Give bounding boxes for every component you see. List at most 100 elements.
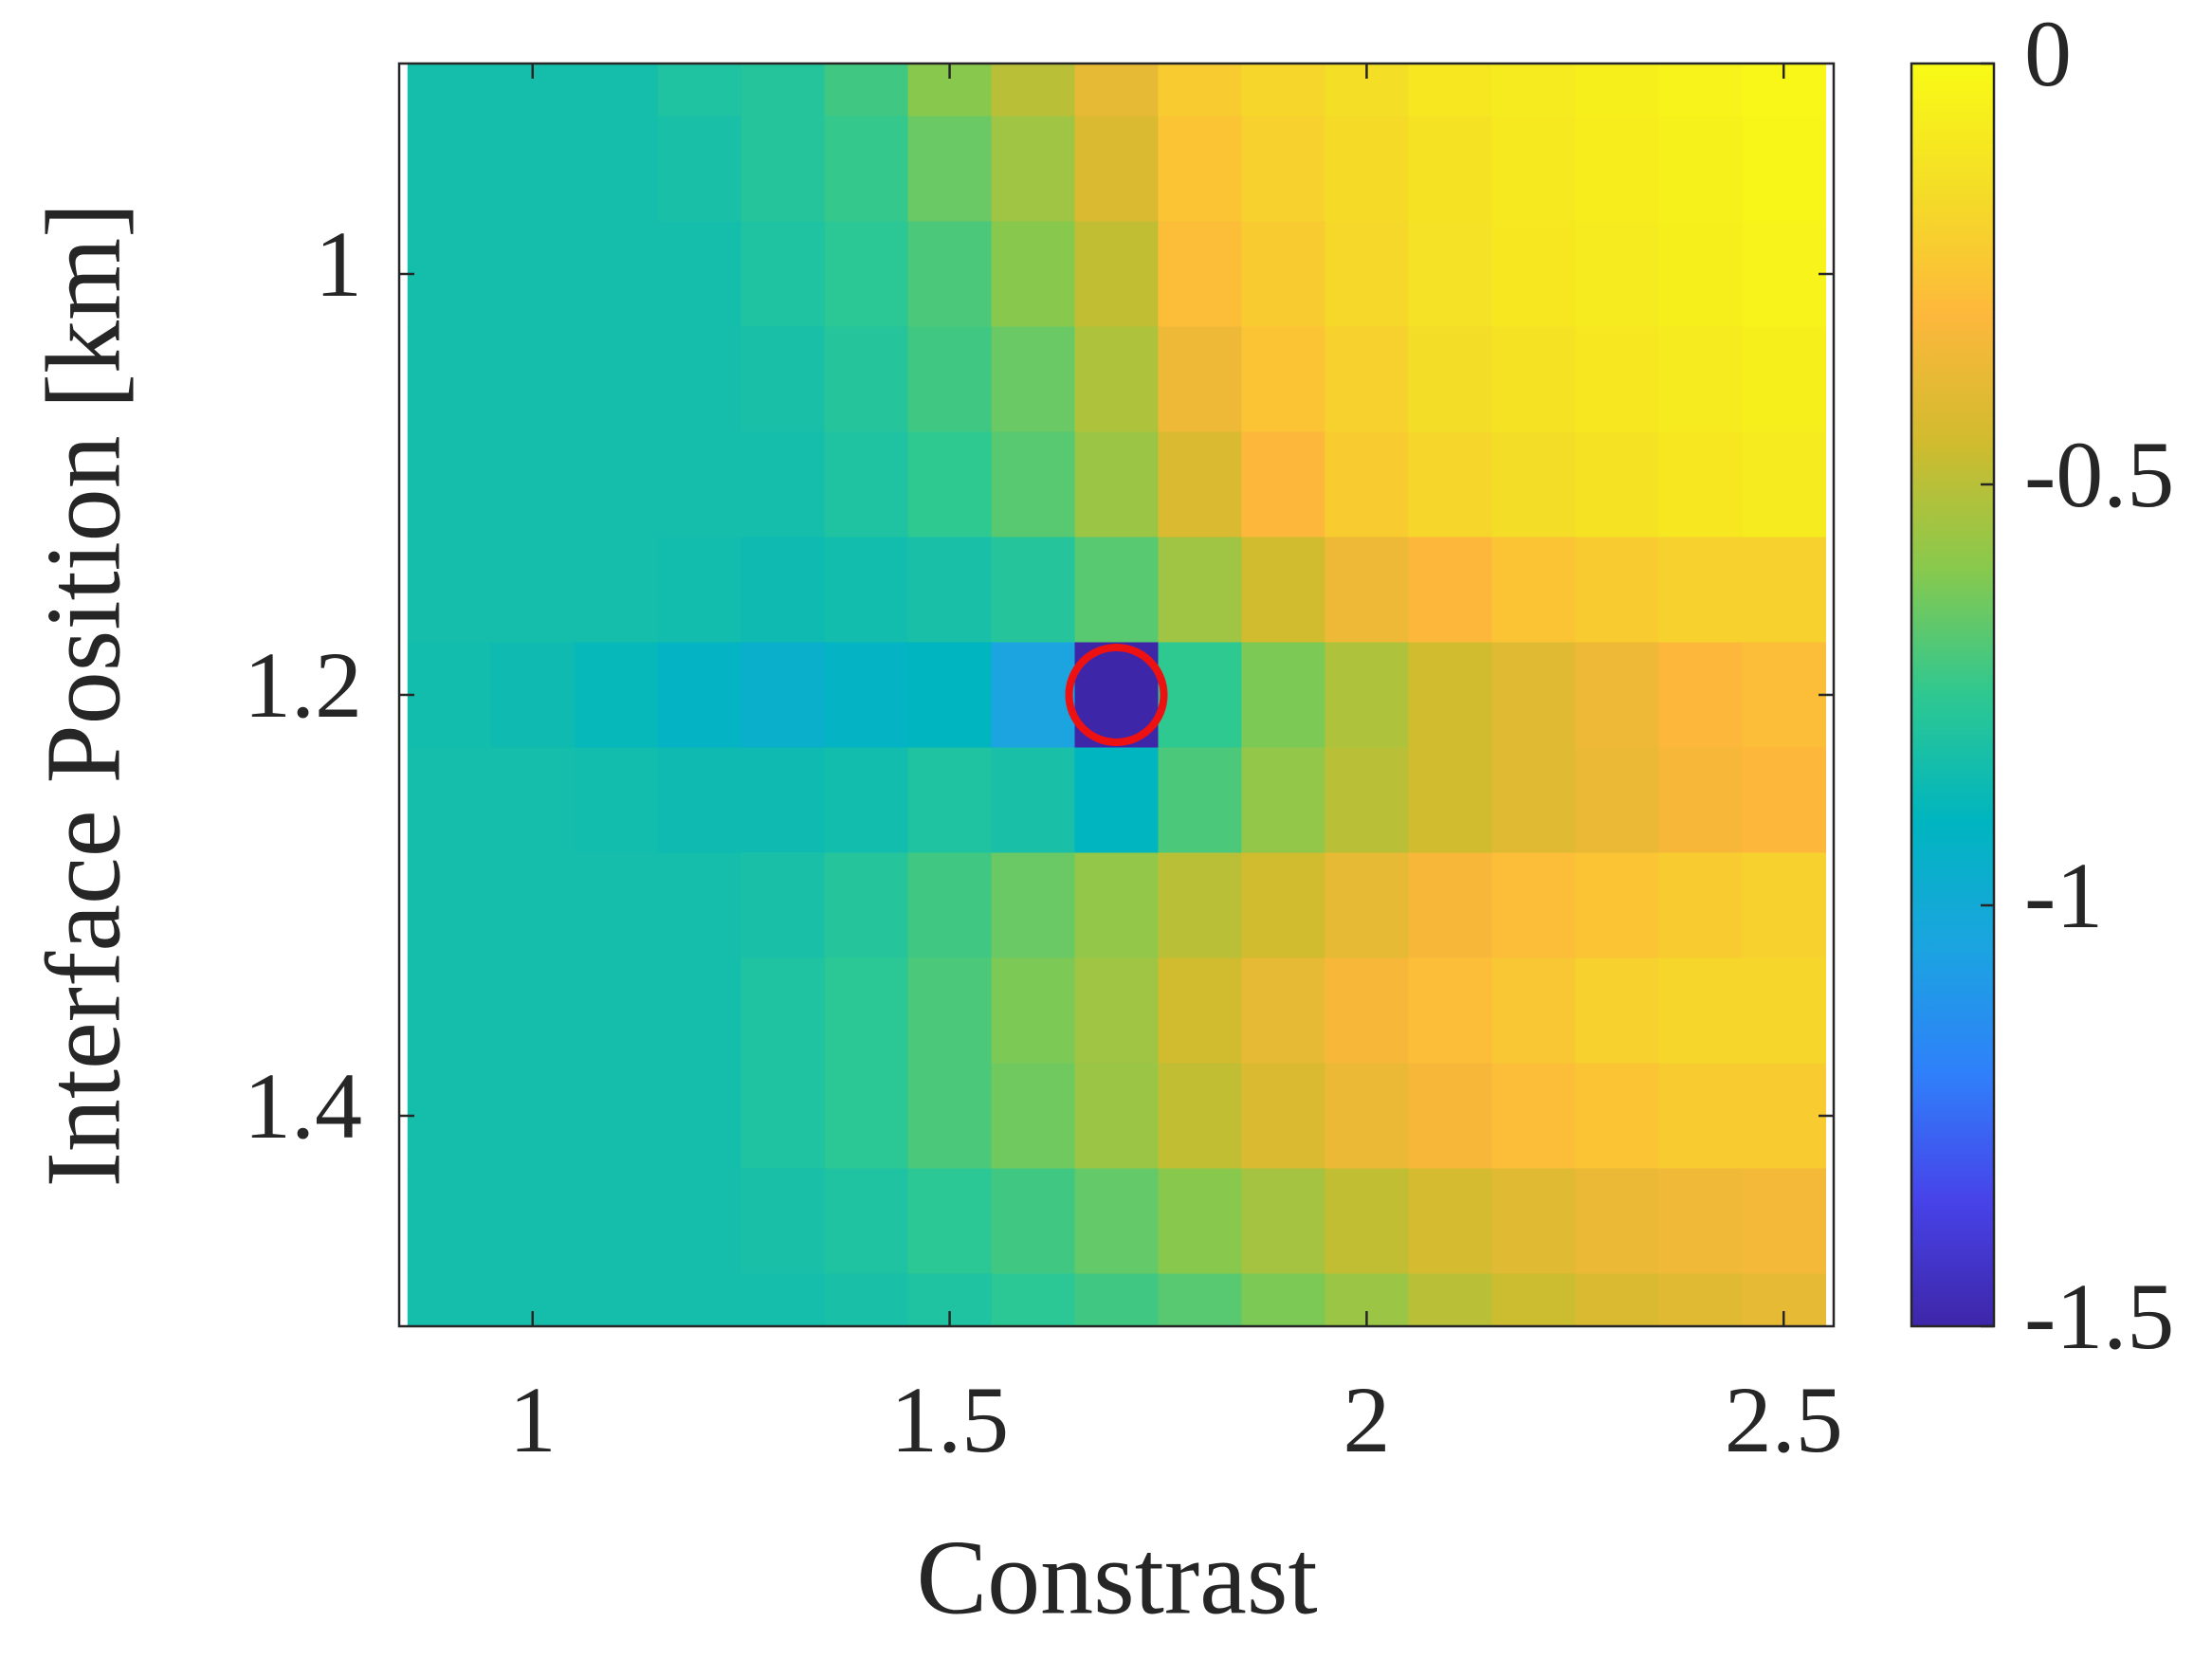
heatmap-cell	[1575, 747, 1660, 854]
heatmap-cell	[1491, 1168, 1577, 1275]
heatmap-cell	[1158, 326, 1243, 433]
heatmap-cell	[1491, 642, 1577, 749]
heatmap-cell	[1325, 326, 1410, 433]
heatmap-cell	[1241, 537, 1326, 644]
heatmap-cell	[1742, 221, 1827, 328]
heatmap-cell	[407, 221, 492, 328]
heatmap-cell	[490, 221, 576, 328]
heatmap-cell	[407, 1168, 492, 1275]
heatmap-cell	[740, 1168, 826, 1275]
heatmap-cell	[1658, 957, 1744, 1065]
heatmap-cell	[1325, 537, 1410, 644]
heatmap-cell	[1074, 221, 1160, 328]
heatmap-cell	[1325, 221, 1410, 328]
heatmap-cell	[1491, 747, 1577, 854]
heatmap-cell	[1408, 1273, 1493, 1326]
heatmap-cell	[1742, 537, 1827, 644]
heatmap-cell	[991, 431, 1076, 538]
heatmap-cell	[1241, 326, 1326, 433]
heatmap-cell	[1491, 957, 1577, 1065]
heatmap-cell	[1158, 1063, 1243, 1170]
heatmap-cell	[991, 957, 1076, 1065]
heatmap-cell	[824, 431, 909, 538]
heatmap-cell	[657, 957, 742, 1065]
heatmap-cell	[1325, 1168, 1410, 1275]
heatmap-cell	[991, 116, 1076, 223]
heatmap-cell	[490, 431, 576, 538]
heatmap-cell	[1325, 116, 1410, 223]
colorbar	[1910, 62, 1996, 1328]
heatmap-cell	[1325, 642, 1410, 749]
heatmap-cell	[1742, 116, 1827, 223]
heatmap-cell	[1241, 957, 1326, 1065]
heatmap-cell	[907, 852, 993, 959]
heatmap-cell	[740, 116, 826, 223]
heatmap-cell	[1491, 64, 1577, 118]
heatmap-cell	[657, 537, 742, 644]
heatmap-cell	[490, 537, 576, 644]
heatmap-cell	[490, 642, 576, 749]
heatmap-cell	[407, 116, 492, 223]
heatmap-cell	[991, 537, 1076, 644]
heatmap-cell	[907, 326, 993, 433]
heatmap-cell	[824, 537, 909, 644]
heatmap-cell	[1158, 957, 1243, 1065]
heatmap-cell	[574, 1063, 659, 1170]
heatmap-cell	[1491, 326, 1577, 433]
heatmap-cell	[1658, 1168, 1744, 1275]
heatmap-cell	[740, 537, 826, 644]
heatmap-cell	[657, 326, 742, 433]
heatmap-cell	[991, 326, 1076, 433]
heatmap-cell	[490, 1063, 576, 1170]
heatmap-cell	[1158, 537, 1243, 644]
heatmap-cell	[1575, 1168, 1660, 1275]
x-tick-label: 2.5	[1725, 1367, 1843, 1472]
heatmap-cell	[907, 116, 993, 223]
colorbar-tick-label: 0	[2024, 1, 2072, 106]
heatmap-cell	[1575, 1063, 1660, 1170]
heatmap-cell	[407, 64, 492, 118]
heatmap-cell	[490, 852, 576, 959]
heatmap-cell	[574, 1168, 659, 1275]
heatmap-cell	[1742, 326, 1827, 433]
heatmap-cell	[1658, 326, 1744, 433]
heatmap-cell	[991, 64, 1076, 118]
y-axis-label: Interface Position [km]	[26, 203, 143, 1188]
heatmap-cell	[1241, 747, 1326, 854]
heatmap-cell	[1074, 747, 1160, 854]
heatmap-cell	[1074, 1063, 1160, 1170]
heatmap-cell	[824, 1063, 909, 1170]
heatmap-cell	[1158, 431, 1243, 538]
heatmap-cell	[657, 747, 742, 854]
heatmap-cell	[407, 431, 492, 538]
heatmap-cell	[657, 1273, 742, 1326]
x-tick-label: 2	[1343, 1367, 1390, 1472]
heatmap-cell	[1658, 116, 1744, 223]
heatmap-cell	[1158, 116, 1243, 223]
heatmap-cell	[1658, 64, 1744, 118]
heatmap-cell	[1658, 642, 1744, 749]
heatmap-cell	[657, 116, 742, 223]
heatmap-cell	[824, 852, 909, 959]
heatmap-cell	[991, 221, 1076, 328]
heatmap-cell	[740, 221, 826, 328]
heatmap-cell	[907, 1168, 993, 1275]
heatmap-cell	[657, 1168, 742, 1275]
heatmap-cell	[1575, 221, 1660, 328]
heatmap-cell	[657, 221, 742, 328]
heatmap-cell	[1074, 537, 1160, 644]
heatmap-cell	[490, 957, 576, 1065]
marker	[1065, 644, 1168, 746]
colorbar-tick-label: -0.5	[2024, 422, 2174, 527]
heatmap-cell	[1742, 747, 1827, 854]
heatmap-cell	[991, 852, 1076, 959]
colorbar-tick-label: -1.5	[2024, 1264, 2174, 1369]
heatmap-cell	[1074, 326, 1160, 433]
heatmap-cell	[490, 116, 576, 223]
heatmap-cell	[1158, 1168, 1243, 1275]
heatmap-cell	[1408, 537, 1493, 644]
heatmap	[407, 64, 1827, 1326]
heatmap-cell	[1241, 642, 1326, 749]
heatmap-cell	[1742, 642, 1827, 749]
